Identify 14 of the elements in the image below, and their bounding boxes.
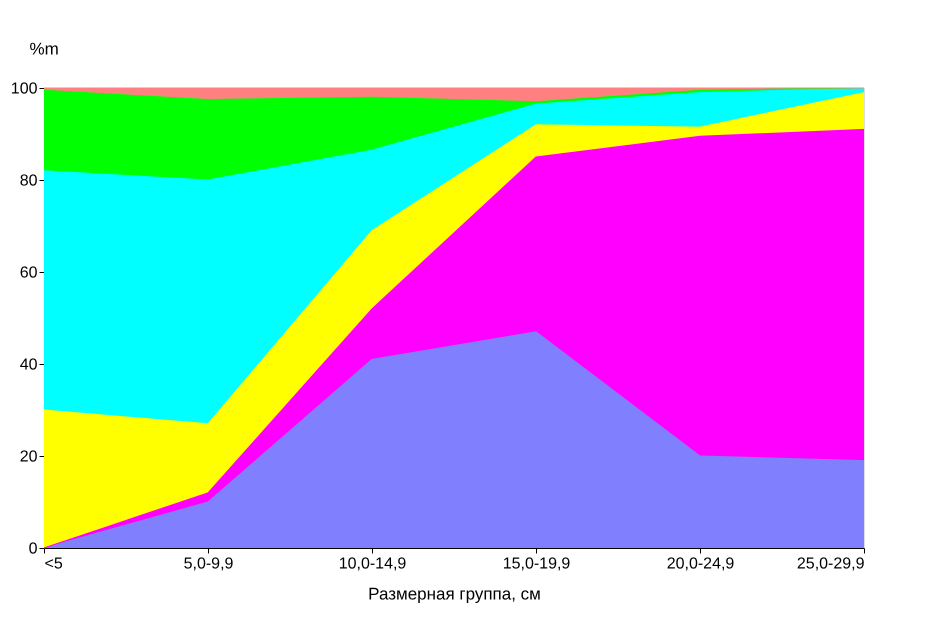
y-tick-label: 40 [20,356,38,374]
x-tick-label: 5,0-9,9 [184,556,234,572]
y-tick-label: 80 [20,172,38,190]
y-tick-label: 20 [20,448,38,466]
x-tick-label: 15,0-19,9 [502,556,570,572]
x-tick-label: 10,0-14,9 [338,556,406,572]
y-tick-label: 100 [10,80,38,98]
y-axis-title: %m [30,40,59,58]
y-tick-label: 0 [28,540,38,558]
x-tick-label: 25,0-29,9 [796,556,865,572]
x-tick-label: 20,0-24,9 [666,556,734,572]
x-tick-label: <5 [44,556,63,572]
y-tick-label: 60 [20,264,38,282]
x-axis-title: Размерная группа, см [368,584,541,604]
